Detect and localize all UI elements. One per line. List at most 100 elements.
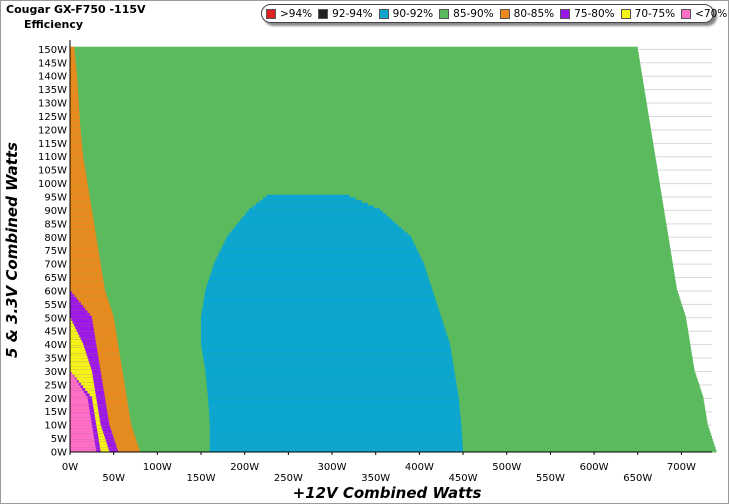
y-tick-label: 140W	[38, 72, 67, 83]
cell-90-92	[205, 374, 456, 378]
cell-80-85	[70, 57, 76, 61]
cell-90-92	[207, 282, 431, 287]
cell-80-85	[70, 239, 98, 244]
cell-90-92	[218, 253, 420, 257]
cell-90-92	[204, 296, 436, 300]
cell-85-90	[70, 180, 660, 185]
y-tick-label: 0W	[51, 448, 67, 459]
cell-90-92	[209, 443, 463, 448]
cell-70-75	[70, 382, 95, 386]
legend-swatch	[378, 8, 389, 19]
cell-80-85	[70, 264, 102, 268]
cell-90-92	[221, 245, 416, 249]
cell-lt70	[70, 384, 81, 389]
cell-85-90	[70, 137, 653, 142]
cell-90-92	[202, 352, 452, 356]
y-tick-label: 20W	[44, 394, 67, 405]
cell-lt70	[70, 382, 79, 386]
cell-lt70	[70, 443, 96, 448]
cell-80-85	[70, 178, 88, 182]
x-tick-label: 350W	[361, 473, 390, 484]
cell-85-90	[70, 89, 645, 93]
cell-80-85	[70, 242, 98, 246]
y-tick-label: 125W	[38, 112, 67, 123]
cell-85-90	[70, 135, 653, 139]
cell-90-92	[249, 207, 381, 211]
cell-90-92	[224, 239, 414, 244]
cell-lt70	[70, 371, 72, 375]
cell-90-92	[206, 376, 456, 381]
y-tick-label: 10W	[44, 421, 67, 432]
legend-entry: 75-80%	[560, 8, 615, 20]
cell-lt70	[70, 430, 94, 434]
cell-lt70	[70, 417, 91, 421]
x-tick-label: 450W	[449, 473, 478, 484]
cell-75-80	[70, 293, 75, 297]
cell-lt70	[70, 401, 89, 405]
legend-swatch	[620, 8, 631, 19]
cell-85-90	[70, 113, 649, 117]
cell-90-92	[219, 250, 419, 254]
cell-90-92	[201, 309, 440, 313]
cell-85-90	[70, 167, 658, 171]
y-tick-label: 110W	[38, 152, 67, 163]
cell-90-92	[202, 304, 438, 308]
cell-80-85	[70, 194, 90, 198]
legend-label: 75-80%	[574, 7, 615, 20]
cell-80-85	[70, 46, 75, 50]
x-tick-label: 50W	[102, 473, 125, 484]
cell-lt70	[70, 425, 93, 429]
legend-entry: >94%	[266, 8, 312, 20]
cell-80-85	[70, 65, 77, 69]
x-tick-label: 0W	[62, 462, 78, 473]
cell-90-92	[203, 299, 436, 303]
cell-80-85	[70, 148, 83, 152]
cell-85-90	[70, 57, 640, 61]
cell-85-90	[70, 175, 659, 179]
cell-90-92	[263, 197, 356, 201]
cell-80-85	[70, 164, 85, 168]
x-tick-label: 200W	[230, 462, 259, 473]
cell-80-85	[70, 89, 79, 93]
cell-lt70	[70, 374, 74, 378]
cell-70-75	[70, 317, 72, 321]
cell-80-85	[70, 213, 93, 217]
cell-75-80	[70, 296, 77, 300]
cell-85-90	[70, 170, 658, 174]
cell-80-85	[70, 312, 113, 316]
x-tick-label: 150W	[187, 473, 216, 484]
cell-85-90	[70, 46, 638, 50]
y-tick-label: 80W	[44, 233, 67, 244]
legend-swatch	[560, 8, 571, 19]
legend-entry: 90-92%	[378, 8, 433, 20]
cell-90-92	[205, 371, 455, 375]
cell-90-92	[205, 288, 433, 292]
cell-90-92	[206, 382, 457, 386]
cell-80-85	[70, 274, 103, 279]
cell-90-92	[208, 280, 430, 284]
cell-80-85	[70, 92, 79, 96]
cell-80-85	[70, 253, 100, 257]
cell-80-85	[70, 124, 81, 128]
cell-80-85	[70, 245, 98, 249]
cell-80-85	[70, 258, 101, 262]
cell-85-90	[70, 164, 657, 168]
cell-90-92	[211, 269, 427, 273]
cell-90-92	[240, 218, 393, 222]
cell-80-85	[70, 154, 84, 158]
cell-80-85	[70, 119, 80, 123]
cell-85-90	[70, 52, 639, 56]
cell-85-90	[70, 154, 656, 158]
cell-80-85	[70, 202, 91, 206]
cell-90-92	[208, 403, 460, 407]
y-tick-label: 120W	[38, 125, 67, 136]
cell-85-90	[70, 194, 662, 198]
cell-90-92	[201, 331, 447, 335]
cell-70-75	[70, 347, 85, 351]
cell-lt70	[70, 427, 93, 432]
cell-90-92	[209, 425, 462, 429]
cell-80-85	[70, 223, 95, 228]
cell-80-85	[70, 231, 96, 236]
chart-subtitle: Efficiency	[24, 18, 84, 31]
cell-70-75	[70, 352, 87, 356]
